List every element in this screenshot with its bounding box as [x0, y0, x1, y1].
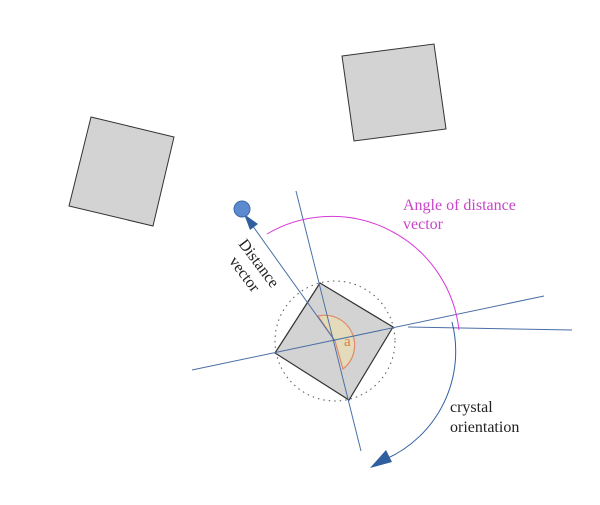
- horizontal-reference-line: [407, 326, 573, 331]
- crystal-orientation-label-line2: orientation: [450, 419, 519, 436]
- angle-wedge: [317, 314, 356, 371]
- crystal-orientation-arc: [385, 321, 457, 460]
- crystal-orientation-label-line1: crystal: [450, 399, 493, 416]
- neighbor-crystal-left: [68, 116, 175, 227]
- orientation-axis-short: [295, 190, 362, 452]
- distance-vector-line: [246, 217, 336, 342]
- angle-of-distance-vector-label-line1: Angle of distance: [403, 197, 516, 214]
- neighborhood-circle: [274, 280, 396, 402]
- neighbor-dot: [233, 200, 251, 218]
- distance-vector-arrowhead: [244, 214, 258, 230]
- angle-of-distance-vector-arc: [266, 215, 460, 331]
- orientation-axis-long: [191, 295, 545, 371]
- angle-symbol: a: [344, 334, 351, 350]
- angle-of-distance-vector-label-line2: vector: [403, 216, 444, 233]
- neighbor-crystal-top-right: [341, 43, 447, 142]
- crystal-orientation-arrowhead: [370, 450, 392, 468]
